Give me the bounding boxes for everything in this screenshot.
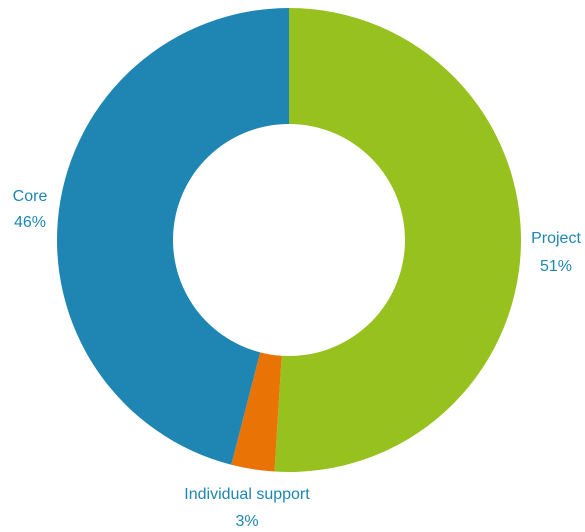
slice-label-project-name: Project [531,230,581,247]
slice-project [274,8,521,472]
slice-label-core-value: 46% [14,214,46,231]
slice-label-individual-support-name: Individual support [184,486,310,503]
slice-label-project-value: 51% [540,258,572,275]
slice-label-core-name: Core [13,188,48,205]
slice-individual-support [231,352,282,472]
slice-label-individual-support-value: 3% [235,513,258,530]
slice-core [56,8,290,465]
donut-slices [56,8,521,472]
